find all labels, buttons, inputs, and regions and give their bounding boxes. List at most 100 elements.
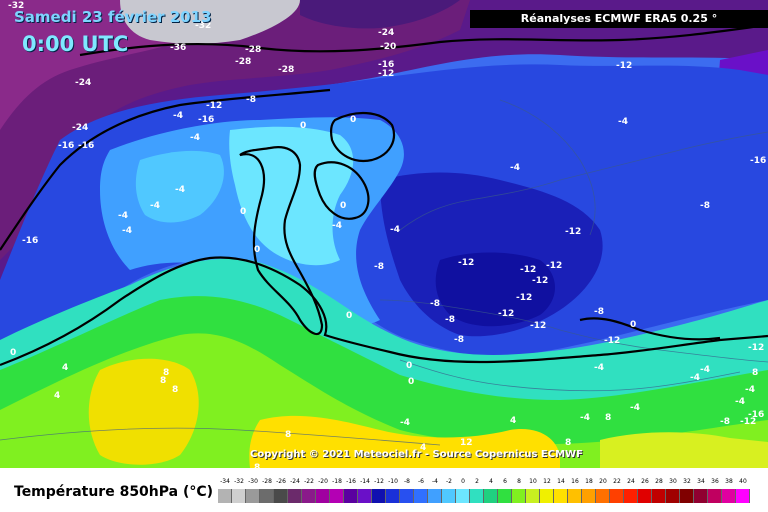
legend-swatch	[540, 489, 554, 503]
isotherm-label: 8	[163, 368, 169, 378]
legend-tick: -14	[360, 478, 370, 485]
isotherm-label: -4	[332, 221, 342, 231]
isotherm-label: 8	[605, 413, 611, 423]
legend-tick: -28	[262, 478, 272, 485]
legend-swatch	[568, 489, 582, 503]
map-canvas: -32-32-36 -28-28-28-24-20-16-12-24-8-12-1…	[0, 0, 768, 468]
isotherm-label: -28	[235, 57, 251, 67]
legend-swatch	[232, 489, 246, 503]
isotherm-label: -24	[72, 123, 88, 133]
legend-swatch	[246, 489, 260, 503]
legend-swatch	[708, 489, 722, 503]
isotherm-label: -8	[246, 95, 256, 105]
isotherm-label: -8	[700, 201, 710, 211]
legend-swatch	[428, 489, 442, 503]
isotherm-label: -8	[445, 315, 455, 325]
isotherm-label: 0	[408, 377, 414, 387]
data-source-label: Réanalyses ECMWF ERA5 0.25 °	[470, 10, 768, 28]
isotherm-label: 0	[406, 361, 412, 371]
isotherm-label: -12	[532, 276, 548, 286]
isotherm-label: -12	[565, 227, 581, 237]
legend-tick: 32	[683, 478, 691, 485]
legend-swatch	[288, 489, 302, 503]
isotherm-label: -12	[206, 101, 222, 111]
legend-swatch	[498, 489, 512, 503]
legend-tick: 10	[529, 478, 537, 485]
legend-swatch	[666, 489, 680, 503]
legend-swatch	[344, 489, 358, 503]
legend-swatch	[554, 489, 568, 503]
isotherm-label: -12	[378, 69, 394, 79]
legend-swatch	[624, 489, 638, 503]
isotherm-label: -4	[700, 365, 710, 375]
isotherm-label: -12	[546, 261, 562, 271]
legend-swatch	[596, 489, 610, 503]
isotherm-label: -8	[454, 335, 464, 345]
legend-swatch	[484, 489, 498, 503]
map-time: 0:00 UTC	[22, 32, 129, 56]
legend-tick: -10	[388, 478, 398, 485]
isotherm-label: -8	[374, 262, 384, 272]
legend-swatch	[372, 489, 386, 503]
isotherm-label: -16	[78, 141, 94, 151]
isotherm-label: -12	[498, 309, 514, 319]
legend-swatch	[694, 489, 708, 503]
isotherm-label: -4	[618, 117, 628, 127]
legend-swatch	[638, 489, 652, 503]
isotherm-label: -4	[175, 185, 185, 195]
isotherm-label: 0	[350, 115, 356, 125]
legend-tick: 8	[517, 478, 521, 485]
legend-tick: -6	[418, 478, 424, 485]
map-date: Samedi 23 février 2013	[14, 8, 212, 26]
isotherm-label: -12	[616, 61, 632, 71]
legend-tick: 26	[641, 478, 649, 485]
isotherm-label: -12	[604, 336, 620, 346]
isotherm-label: 8	[285, 430, 291, 440]
isotherm-label: -16	[750, 156, 766, 166]
isotherm-label: -4	[118, 211, 128, 221]
legend-tick: -4	[432, 478, 438, 485]
isotherm-label: -32	[195, 21, 211, 31]
legend-tick: 18	[585, 478, 593, 485]
legend-tick: 2	[475, 478, 479, 485]
legend-tick: 38	[725, 478, 733, 485]
legend-tick: -32	[234, 478, 244, 485]
legend-swatch	[456, 489, 470, 503]
legend-tick: 6	[503, 478, 507, 485]
legend-swatch	[330, 489, 344, 503]
isotherm-label: 0	[10, 348, 16, 358]
legend-swatch	[470, 489, 484, 503]
isotherm-label: 4	[420, 443, 426, 453]
isotherm-label: -4	[150, 201, 160, 211]
isotherm-label: 0	[240, 207, 246, 217]
legend-tick: 12	[543, 478, 551, 485]
legend-swatch	[274, 489, 288, 503]
isotherm-label: -8	[594, 307, 604, 317]
isotherm-label: -12	[748, 343, 764, 353]
legend-swatch	[582, 489, 596, 503]
legend-swatches	[218, 489, 758, 503]
isotherm-label: 8	[160, 376, 166, 386]
isotherm-label: -32	[8, 1, 24, 11]
isotherm-label: -4	[594, 363, 604, 373]
legend-title: Température 850hPa (°C)	[14, 484, 214, 500]
legend-tick: -20	[318, 478, 328, 485]
legend-tick: -2	[446, 478, 452, 485]
isotherm-label: -8	[720, 417, 730, 427]
legend-tick: 34	[697, 478, 705, 485]
isotherm-label: 0	[630, 320, 636, 330]
isotherm-label: -4	[690, 373, 700, 383]
isotherm-label: 4	[62, 363, 68, 373]
isotherm-label: -12	[516, 293, 532, 303]
legend-tick: -8	[404, 478, 410, 485]
isotherm-label: -4	[122, 226, 132, 236]
isotherm-label: -16	[58, 141, 74, 151]
legend-swatch	[736, 489, 750, 503]
isotherm-label: -4	[190, 133, 200, 143]
legend-tick: 36	[711, 478, 719, 485]
legend-tick: 40	[739, 478, 747, 485]
isotherm-label: 0	[300, 121, 306, 131]
legend-tick: 14	[557, 478, 565, 485]
isotherm-label: -24	[75, 78, 91, 88]
isotherm-label: -12	[740, 417, 756, 427]
